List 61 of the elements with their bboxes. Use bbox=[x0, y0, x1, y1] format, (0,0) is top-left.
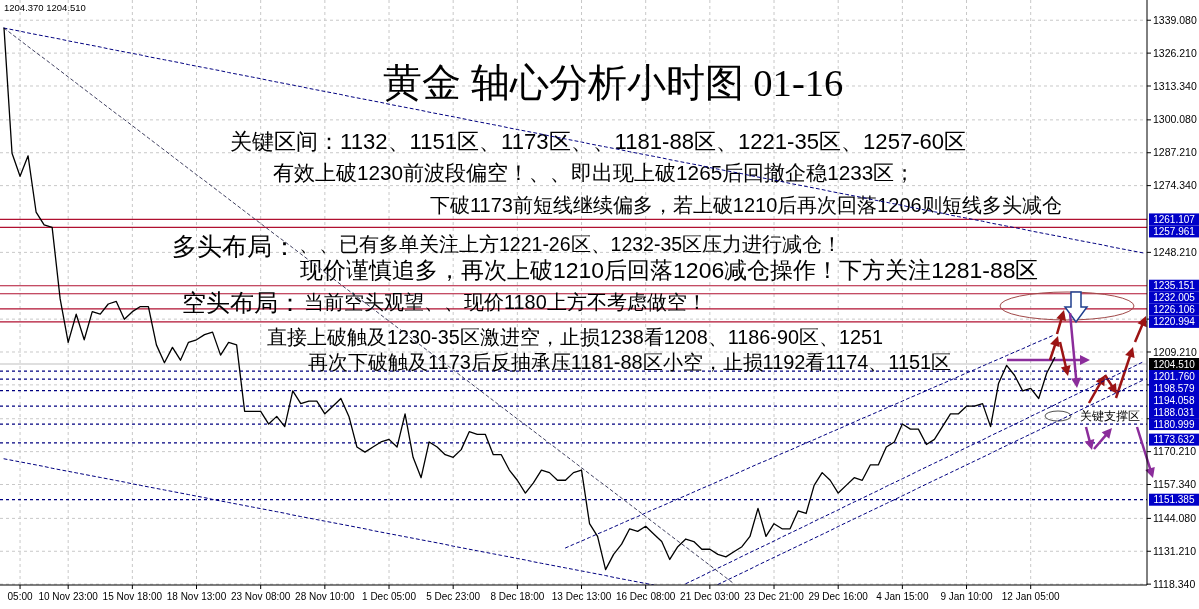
y-tick-label: 1326.210 bbox=[1153, 46, 1197, 59]
ref-line-label: 1257.961 bbox=[1153, 226, 1196, 238]
ref-line-label: 1226.106 bbox=[1153, 304, 1196, 316]
annotation: 当前空头观望、、现价1180上方不考虑做空！ bbox=[304, 291, 707, 313]
ref-line-label: 1232.005 bbox=[1153, 292, 1196, 304]
ref-label: 1188.031 bbox=[1149, 406, 1199, 418]
x-tick-label: 21 Dec 03:00 bbox=[680, 591, 741, 602]
ref-label: 1201.760 bbox=[1149, 370, 1199, 382]
x-tick-label: 15 Nov 18:00 bbox=[102, 591, 163, 602]
x-tick-label: 13 Dec 13:00 bbox=[551, 591, 612, 602]
x-tick-label: 10 Nov 23:00 bbox=[38, 591, 99, 602]
y-tick-label: 1274.340 bbox=[1153, 179, 1197, 192]
ref-label: 1204.510 bbox=[1149, 358, 1199, 370]
ref-label: 1198.579 bbox=[1149, 382, 1199, 394]
y-tick-label: 1144.080 bbox=[1153, 511, 1197, 524]
ref-line-label: 1198.579 bbox=[1153, 382, 1195, 394]
y-tick-label: 1287.210 bbox=[1153, 146, 1197, 159]
y-tick-label: 1170.210 bbox=[1153, 445, 1197, 458]
annotation: 下破1173前短线继续偏多，若上破1210后再次回落1206则短线多头减仓 bbox=[430, 194, 1062, 216]
y-tick-label: 1313.340 bbox=[1153, 79, 1197, 92]
ref-label: 1194.058 bbox=[1149, 394, 1199, 406]
y-tick-label: 1131.210 bbox=[1153, 544, 1197, 557]
annotation: 现价谨慎追多，再次上破1210后回落1206减仓操作！下方关注1281-88区 bbox=[300, 257, 1039, 283]
x-tick-label: 29 Dec 16:00 bbox=[808, 591, 869, 602]
annotation: 关键区间：1132、1151区、1173区、、1181-88区、1221-35区、1257-60区 bbox=[230, 129, 967, 154]
x-tick-label: 5 Dec 23:00 bbox=[426, 591, 481, 602]
text: 黄金 轴心分析小时图 01-16 bbox=[383, 62, 844, 104]
x-tick-label: 23 Nov 08:00 bbox=[230, 591, 291, 602]
annotation: 关键支撑区 bbox=[1080, 409, 1140, 422]
annotation: 直接上破触及1230-35区激进空，止损1238看1208、1186-90区、1251 bbox=[267, 326, 883, 348]
annotation: 多头布局： bbox=[172, 233, 297, 260]
y-tick-label: 1248.210 bbox=[1153, 245, 1197, 258]
annotation: 、、已有多单关注上方1221-26区、1232-35区压力进行减仓！ bbox=[299, 233, 843, 255]
ref-line-label: 1180.999 bbox=[1153, 418, 1195, 430]
annotation: 1204.370 1204.510 bbox=[4, 2, 86, 13]
ref-line-label: 1194.058 bbox=[1153, 394, 1195, 406]
x-tick-label: 05:00 bbox=[7, 591, 33, 602]
y-tick-label: 1339.080 bbox=[1153, 13, 1197, 26]
ref-label: 1180.999 bbox=[1149, 418, 1199, 431]
y-tick-label: 1118.340 bbox=[1153, 577, 1196, 590]
ref-line-label: 1235.151 bbox=[1153, 280, 1196, 292]
x-tick-label: 18 Nov 13:00 bbox=[166, 591, 227, 602]
ref-line-label: 1151.385 bbox=[1153, 494, 1195, 506]
x-tick-label: 8 Dec 18:00 bbox=[490, 591, 545, 602]
y-tick-label: 1209.210 bbox=[1153, 345, 1197, 358]
annotation: 再次下破触及1173后反抽承压1181-88区小空，止损1192看1174、1151区 bbox=[308, 351, 952, 373]
x-tick-label: 4 Jan 15:00 bbox=[876, 591, 929, 602]
y-tick-label: 1300.080 bbox=[1153, 113, 1197, 126]
x-tick-label: 1 Dec 05:00 bbox=[362, 591, 417, 602]
ref-line-label: 1220.994 bbox=[1153, 316, 1196, 328]
x-tick-label: 28 Nov 10:00 bbox=[295, 591, 356, 602]
x-tick-label: 12 Jan 05:00 bbox=[1001, 591, 1061, 602]
ref-label: 1261.107 bbox=[1149, 213, 1199, 226]
x-tick-label: 16 Dec 08:00 bbox=[615, 591, 676, 602]
x-tick-label: 9 Jan 10:00 bbox=[940, 591, 994, 602]
x-tick-label: 23 Dec 21:00 bbox=[744, 591, 805, 602]
ref-line-label: 1261.107 bbox=[1153, 214, 1196, 226]
ref-line-label: 1188.031 bbox=[1153, 406, 1195, 418]
y-tick-label: 1157.340 bbox=[1153, 478, 1197, 491]
ref-line-label: 1173.632 bbox=[1153, 434, 1195, 446]
ref-label: 1257.961 bbox=[1149, 225, 1199, 238]
